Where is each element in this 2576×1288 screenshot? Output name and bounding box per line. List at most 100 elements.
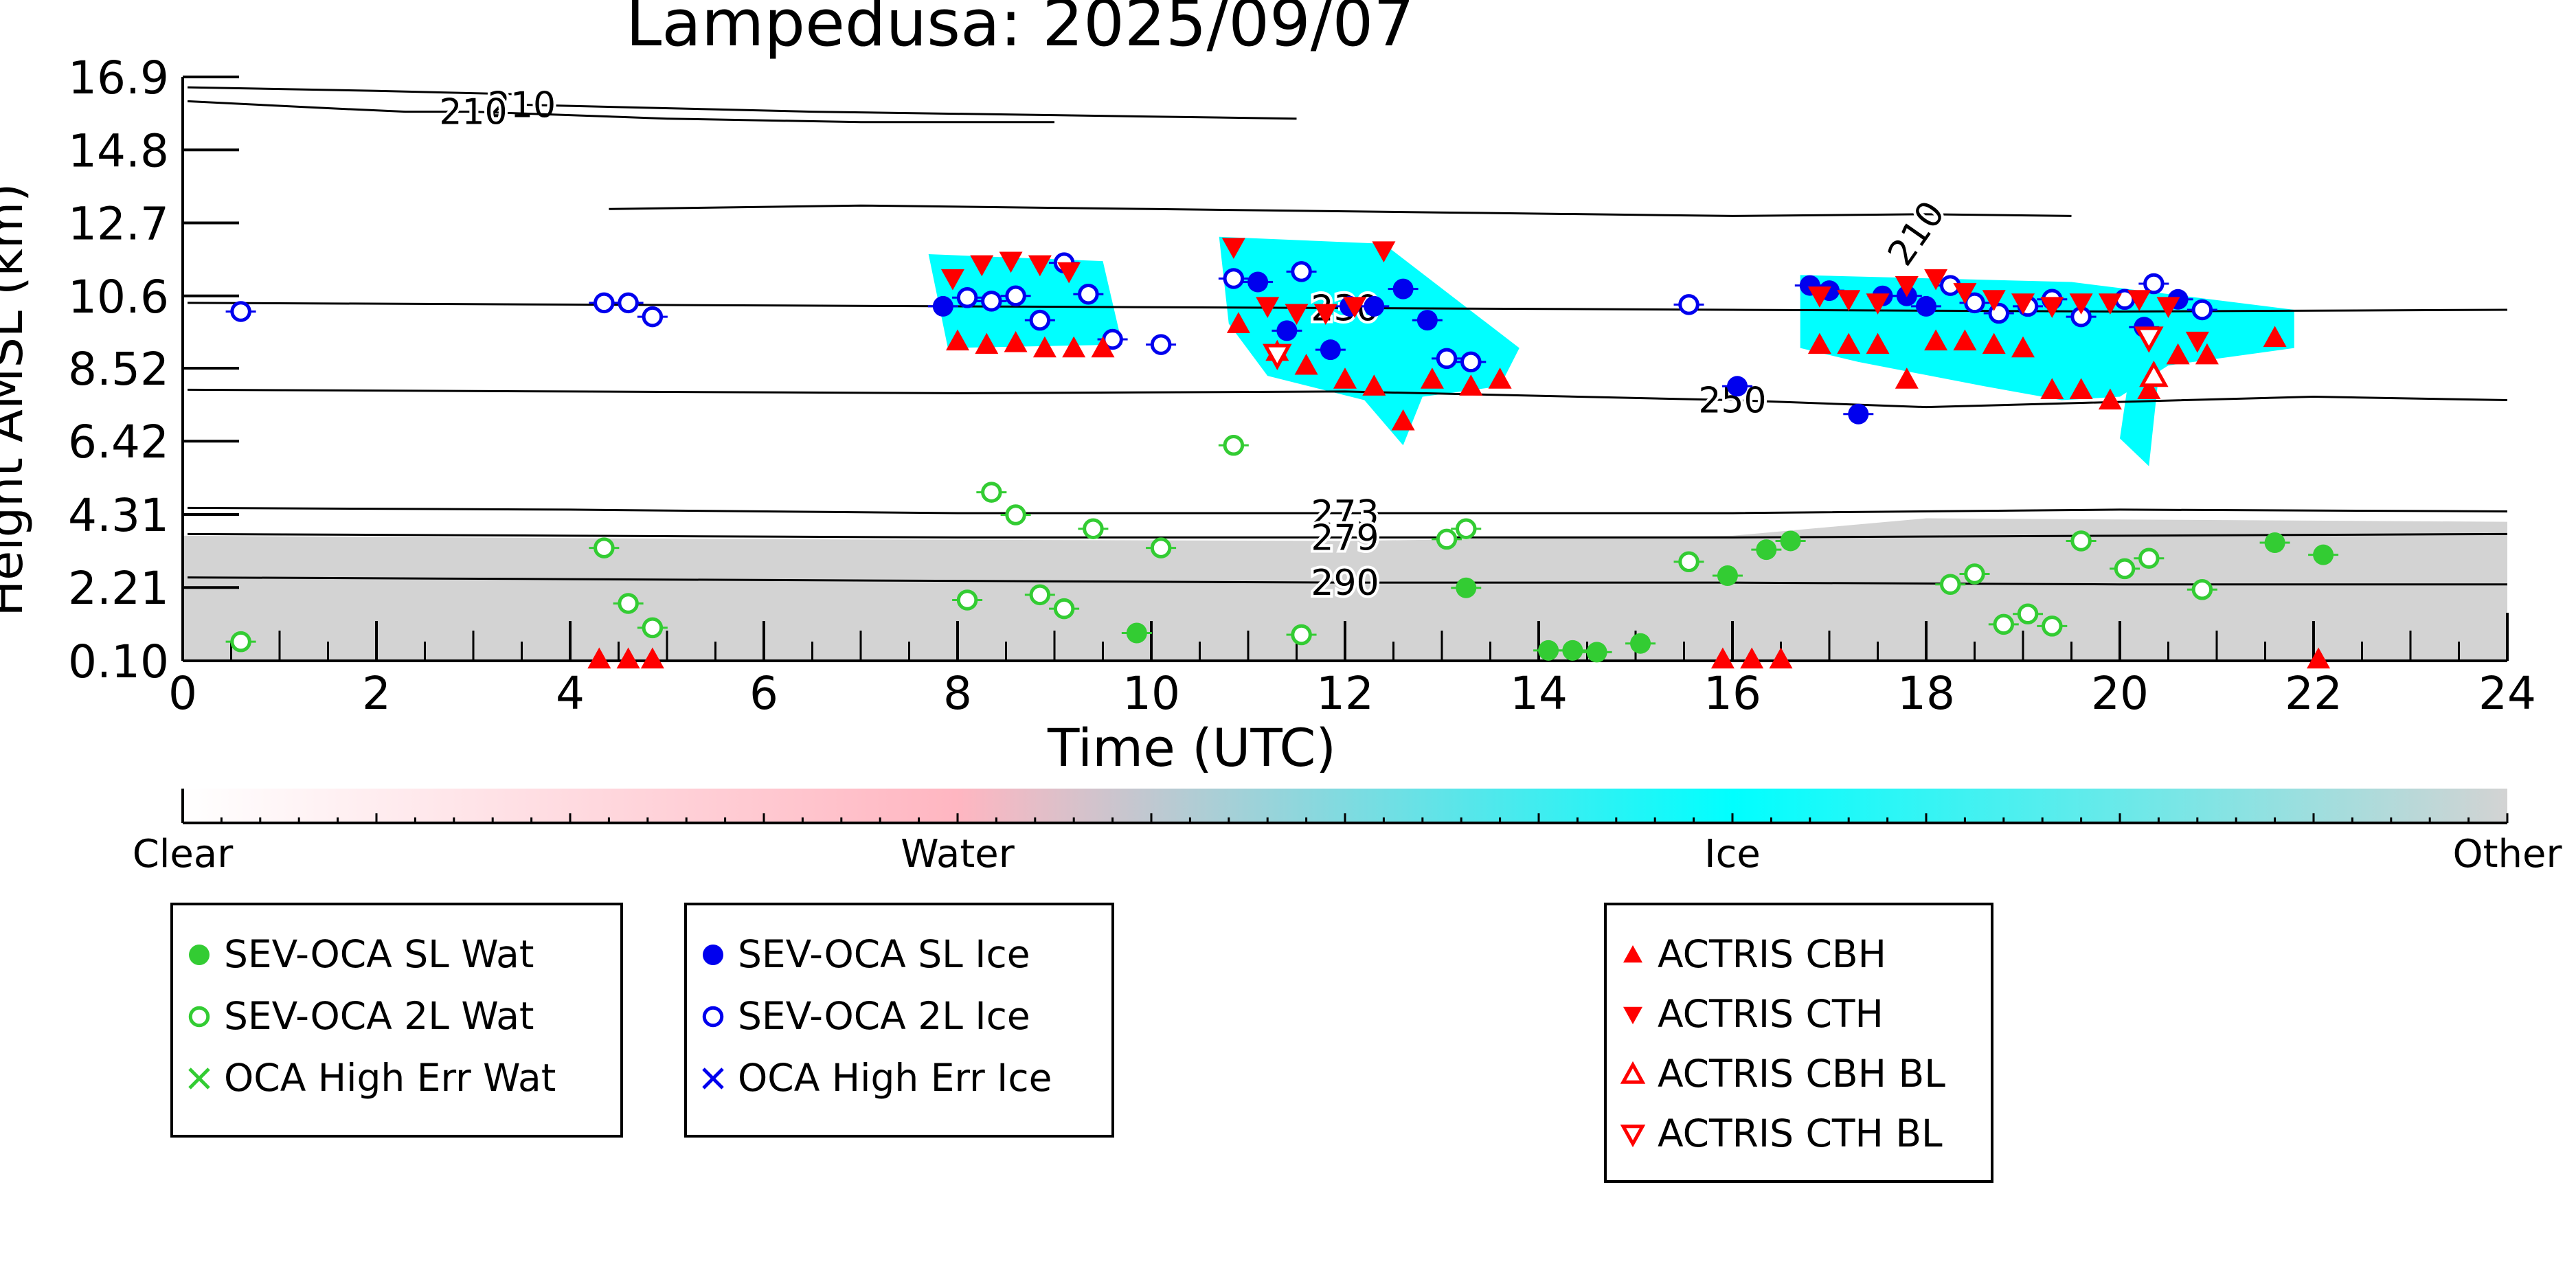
data-point: [2040, 297, 2064, 318]
data-point: [2070, 530, 2092, 552]
data-point: [1953, 283, 1977, 304]
data-point: [1964, 563, 1985, 585]
data-point: [1029, 309, 1051, 331]
contour-line: [188, 506, 2508, 515]
y-tick-label: 14.8: [68, 124, 169, 177]
data-point: [1837, 290, 1861, 311]
legend-label: ACTRIS CBH: [1658, 932, 1886, 976]
legend-label: ACTRIS CBH BL: [1658, 1052, 1945, 1096]
data-point: [1940, 574, 1961, 595]
contour-label: 210: [439, 92, 507, 133]
colorbar-label: Clear: [133, 832, 234, 877]
data-point: [1294, 353, 1318, 375]
y-tick-label: 0.10: [68, 635, 169, 688]
data-point: [1895, 275, 1919, 297]
y-tick-label: 2.21: [68, 562, 169, 615]
legend-marker: [188, 1067, 210, 1089]
legend-label: OCA High Err Ice: [738, 1056, 1052, 1100]
data-point: [1866, 332, 1890, 354]
legend-label: ACTRIS CTH BL: [1658, 1111, 1943, 1155]
legend-marker: [702, 1067, 724, 1089]
data-point: [1953, 329, 1977, 351]
data-point: [1053, 598, 1075, 620]
data-point: [1078, 283, 1099, 305]
data-point: [2263, 326, 2287, 348]
data-point: [1291, 261, 1312, 282]
data-point: [1247, 271, 1269, 293]
data-point: [2134, 326, 2164, 353]
data-point: [1924, 269, 1948, 291]
x-tick-label: 12: [1316, 667, 1374, 720]
data-point: [1343, 297, 1367, 318]
data-point: [2098, 388, 2122, 410]
ice-cloud-fill: [1219, 236, 1519, 446]
data-point: [1150, 537, 1172, 558]
data-point: [1005, 504, 1026, 526]
series-actris-cth: [940, 238, 2209, 353]
data-point: [2098, 293, 2122, 315]
data-point: [1291, 624, 1312, 646]
contour-label: 290: [1311, 563, 1379, 604]
data-point: [2114, 558, 2136, 580]
data-point: [1028, 255, 1052, 277]
y-tick-label: 8.52: [68, 343, 169, 396]
legend-marker: [703, 945, 723, 965]
data-point: [1837, 332, 1861, 354]
data-point: [1263, 343, 1292, 370]
contour-line: [188, 388, 2508, 409]
series-sev-oca-sl-wat: [1121, 530, 2339, 663]
data-point: [2017, 603, 2039, 624]
data-point: [1964, 292, 1985, 314]
data-point: [1320, 339, 1341, 361]
data-point: [230, 301, 251, 322]
data-point: [981, 291, 1002, 312]
ice-cloud-fill: [928, 254, 1122, 348]
data-point: [1586, 642, 1607, 663]
legend-marker: [1623, 1006, 1642, 1024]
data-point: [2313, 544, 2334, 565]
x-tick-label: 24: [2478, 667, 2536, 720]
data-point: [1982, 290, 2006, 311]
contour-line: [187, 100, 1054, 124]
data-point: [2264, 532, 2285, 553]
data-point: [2139, 360, 2169, 387]
data-point: [1710, 647, 1735, 669]
x-tick-label: 14: [1510, 667, 1568, 720]
legend-frame: [170, 903, 623, 1138]
data-point: [940, 269, 964, 291]
data-point: [1727, 376, 1748, 397]
data-point: [616, 647, 640, 669]
y-axis-label: Height AMSL (km): [0, 183, 34, 617]
x-tick-label: 16: [1704, 667, 1761, 720]
x-tick-label: 22: [2285, 667, 2342, 720]
plot-axes: 0 2 4 6 8 10 12 14 16 18 20 22 240.102.214.316.428.5…: [68, 52, 2536, 720]
series-sev-oca-2l-wat: [225, 435, 2217, 653]
data-point: [1488, 368, 1512, 389]
legends: SEV-OCA SL Wat SEV-OCA 2L Wat OCA High Err…: [170, 903, 1993, 1183]
legend-label: ACTRIS CTH: [1658, 992, 1884, 1036]
data-point: [2040, 378, 2064, 399]
y-tick-label: 10.6: [68, 271, 169, 324]
data-point: [594, 537, 615, 558]
x-tick-label: 6: [749, 667, 778, 720]
colorbar: Clear Water Ice Other: [133, 789, 2562, 877]
data-point: [1416, 310, 1438, 331]
data-point: [1150, 334, 1172, 355]
contour-line: [188, 532, 2508, 539]
contour-label: 279: [1311, 517, 1379, 558]
legend-marker: [189, 945, 210, 965]
data-point: [999, 251, 1023, 273]
data-point: [1083, 518, 1104, 539]
chart-title: Lampedusa: 2025/09/07: [626, 0, 1414, 61]
colorbar-label: Ice: [1704, 832, 1761, 877]
data-point: [1866, 293, 1890, 315]
y-tick-label: 6.42: [68, 416, 169, 468]
data-point: [1459, 374, 1483, 396]
data-point: [970, 255, 994, 277]
legend-marker: [702, 1006, 724, 1028]
contour-label: 210: [1880, 194, 1953, 273]
y-tick-label: 16.9: [68, 52, 169, 104]
data-point: [1223, 268, 1245, 289]
contour-line: [188, 576, 2507, 586]
series-actris-cth-bl: [1263, 326, 2164, 370]
